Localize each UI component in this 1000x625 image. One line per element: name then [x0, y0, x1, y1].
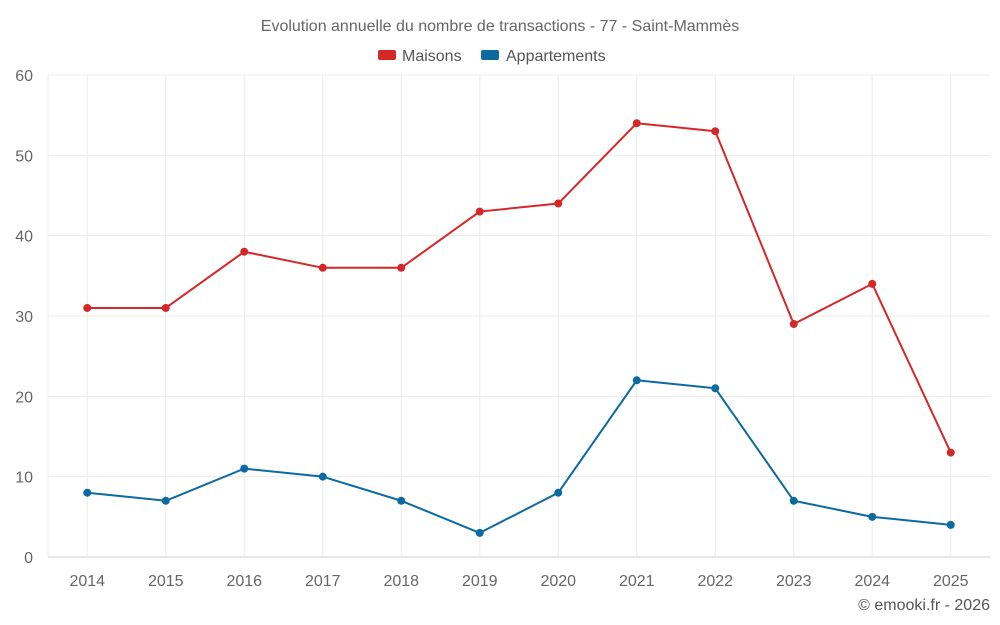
series-line-appartements — [87, 379, 951, 534]
legend-swatch-appartements — [481, 50, 499, 60]
x-tick-label: 2022 — [697, 573, 733, 590]
legend: Maisons Appartements — [378, 48, 606, 65]
data-point-maisons[interactable] — [632, 119, 641, 128]
y-tick-label: 40 — [15, 229, 33, 246]
y-axis: 0 10 20 30 40 50 60 — [15, 68, 33, 567]
x-tick-label: 2018 — [383, 573, 419, 590]
x-tick-label: 2020 — [540, 573, 576, 590]
data-point-appartements[interactable] — [868, 512, 877, 521]
x-tick-label: 2015 — [148, 573, 184, 590]
x-tick-label: 2016 — [226, 573, 262, 590]
x-tick-label: 2023 — [776, 573, 812, 590]
data-point-maisons[interactable] — [868, 279, 877, 288]
data-point-maisons[interactable] — [161, 303, 170, 312]
data-point-maisons[interactable] — [83, 303, 92, 312]
data-point-appartements[interactable] — [161, 496, 170, 505]
x-tick-label: 2014 — [69, 573, 105, 590]
data-point-appartements[interactable] — [475, 528, 484, 537]
legend-label-appartements[interactable]: Appartements — [506, 48, 606, 65]
y-tick-label: 30 — [15, 309, 33, 326]
data-point-appartements[interactable] — [632, 376, 641, 385]
data-point-maisons[interactable] — [711, 127, 720, 136]
data-point-appartements[interactable] — [318, 472, 327, 481]
series-maisons — [83, 119, 955, 457]
y-tick-label: 0 — [24, 550, 33, 567]
x-axis: 2014 2015 2016 2017 2018 2019 2020 2021 2022 2023… — [69, 573, 968, 590]
x-tick-label: 2021 — [619, 573, 655, 590]
y-tick-label: 10 — [15, 470, 33, 487]
data-point-maisons[interactable] — [946, 448, 955, 457]
x-tick-label: 2019 — [462, 573, 498, 590]
x-tick-label: 2017 — [305, 573, 341, 590]
legend-label-maisons[interactable]: Maisons — [402, 48, 462, 65]
data-point-appartements[interactable] — [946, 520, 955, 529]
data-point-appartements[interactable] — [83, 488, 92, 497]
data-point-appartements[interactable] — [397, 496, 406, 505]
chart-title: Evolution annuelle du nombre de transact… — [261, 18, 739, 35]
grid — [47, 74, 990, 558]
y-tick-label: 20 — [15, 389, 33, 406]
data-point-appartements[interactable] — [711, 384, 720, 393]
x-tick-label: 2024 — [854, 573, 890, 590]
data-point-maisons[interactable] — [789, 320, 798, 329]
data-point-maisons[interactable] — [554, 199, 563, 208]
data-point-appartements[interactable] — [789, 496, 798, 505]
credit-text: © emooki.fr - 2026 — [858, 597, 990, 614]
data-point-maisons[interactable] — [240, 247, 249, 256]
data-point-maisons[interactable] — [475, 207, 484, 216]
data-point-maisons[interactable] — [397, 263, 406, 272]
series-layer — [83, 119, 955, 537]
data-point-appartements[interactable] — [554, 488, 563, 497]
x-tick-label: 2025 — [933, 573, 969, 590]
y-tick-label: 50 — [15, 148, 33, 165]
series-appartements — [83, 376, 955, 537]
series-line-maisons — [87, 122, 952, 453]
y-tick-label: 60 — [15, 68, 33, 85]
data-point-maisons[interactable] — [318, 263, 327, 272]
data-point-appartements[interactable] — [240, 464, 249, 473]
legend-swatch-maisons — [378, 50, 396, 60]
